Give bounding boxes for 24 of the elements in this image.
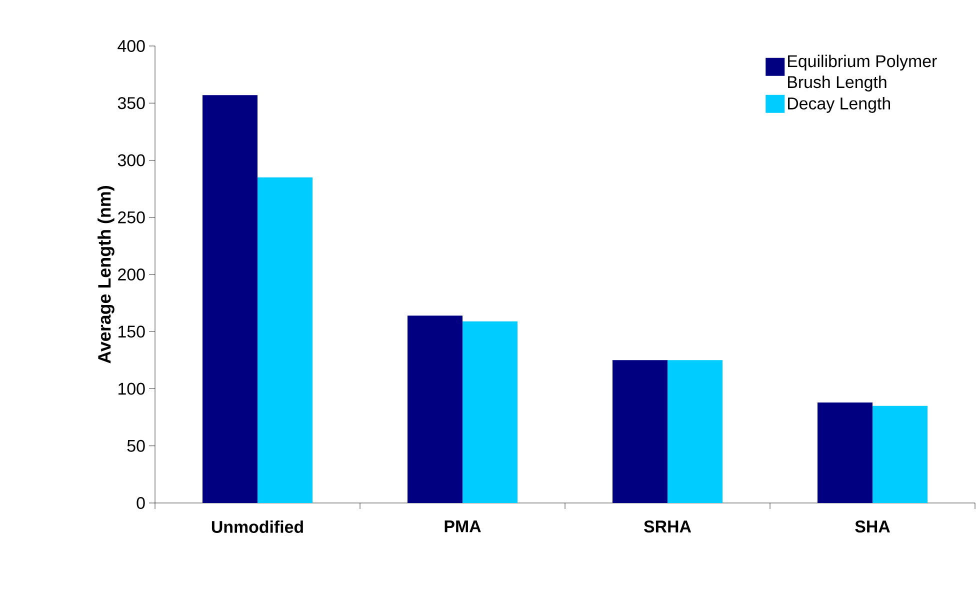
y-tick-label: 200 <box>118 268 145 280</box>
bar <box>612 360 668 503</box>
y-tick-label: 0 <box>136 496 145 509</box>
legend-label: Equilibrium Polymer Brush Length <box>788 54 937 92</box>
y-tick-label: 350 <box>118 97 145 110</box>
y-axis-title: Average Length (nm) <box>98 186 114 364</box>
y-tick-label: 150 <box>118 326 145 338</box>
bar <box>668 360 723 503</box>
x-tick-label: SRHA <box>644 520 692 533</box>
bar <box>258 177 313 503</box>
y-tick-label: 100 <box>118 382 145 395</box>
y-tick-label: 250 <box>118 211 145 224</box>
legend-label: Decay Length <box>788 97 890 113</box>
y-tick-label: 50 <box>127 440 145 452</box>
x-tick-label: PMA <box>444 520 481 532</box>
bar <box>872 406 928 503</box>
x-tick-label: Unmodified <box>212 520 303 533</box>
x-tick-label: SHA <box>855 520 890 533</box>
y-tick-label: 400 <box>118 40 145 52</box>
bar <box>202 95 258 503</box>
bar <box>462 321 518 503</box>
bar <box>408 316 463 503</box>
y-tick-label: 300 <box>118 154 145 166</box>
bar <box>818 402 873 503</box>
